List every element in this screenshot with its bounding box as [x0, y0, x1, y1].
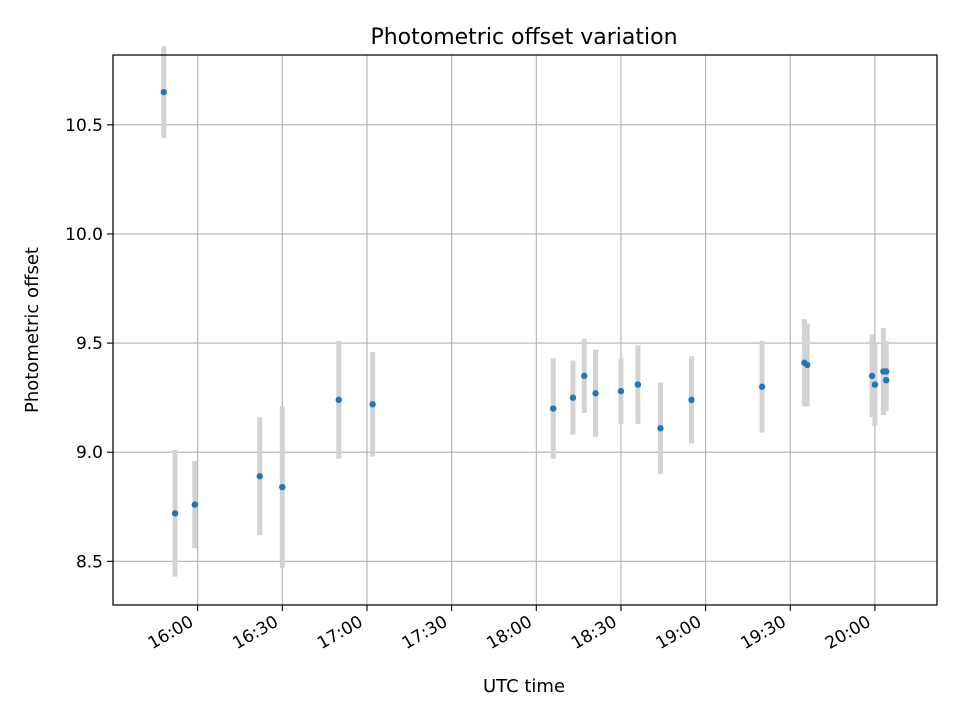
y-axis-ticks: 8.5 9.0 9.5 10.0 10.5 — [65, 116, 113, 572]
y-tick-label: 8.5 — [76, 552, 103, 572]
x-axis-label: UTC time — [483, 676, 565, 697]
data-point — [803, 361, 811, 369]
y-axis-label: Photometric offset — [22, 247, 43, 413]
data-point — [758, 383, 766, 390]
data-point — [581, 372, 588, 380]
data-point — [335, 396, 342, 404]
data-point — [592, 390, 599, 397]
data-point — [871, 381, 879, 388]
data-point — [634, 381, 642, 388]
data-point — [171, 510, 179, 517]
data-point — [883, 376, 890, 384]
data-point — [883, 368, 890, 375]
y-tick-label: 9.5 — [76, 334, 103, 354]
data-point — [868, 372, 876, 380]
data-point — [550, 405, 557, 412]
data-point — [657, 425, 664, 432]
data-point — [369, 401, 376, 408]
data-points — [160, 88, 890, 517]
y-tick-label: 9.0 — [76, 443, 103, 463]
data-point — [279, 483, 286, 491]
data-point — [569, 394, 577, 401]
chart-title: Photometric offset variation — [370, 25, 677, 50]
grid — [113, 55, 937, 605]
data-point — [160, 88, 167, 96]
data-point — [191, 501, 199, 508]
y-tick-label: 10.5 — [65, 116, 103, 136]
data-point — [688, 396, 695, 404]
plot-frame — [112, 54, 938, 606]
data-point — [617, 387, 625, 395]
y-tick-label: 10.0 — [65, 225, 103, 245]
data-point — [256, 473, 263, 480]
